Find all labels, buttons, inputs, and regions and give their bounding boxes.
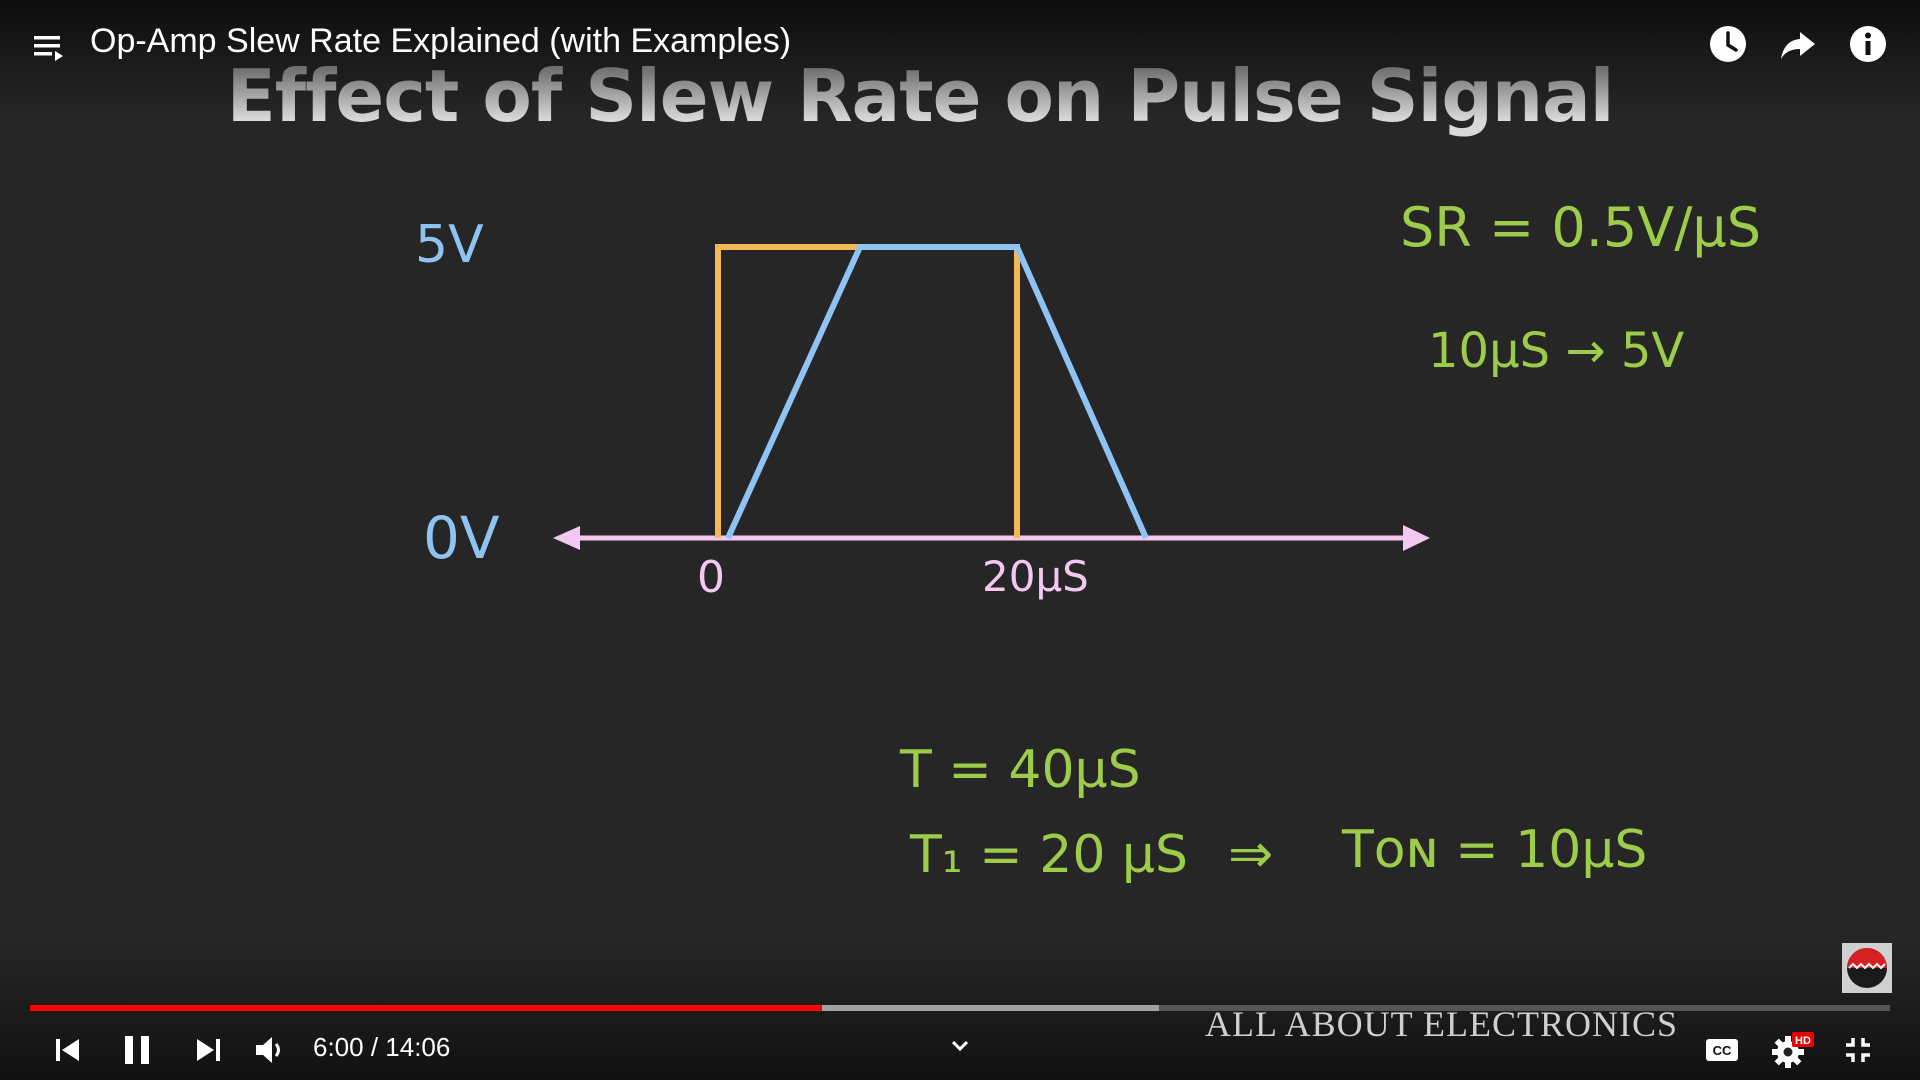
player-controls: 6:00 / 14:06 CC (0, 1020, 1920, 1080)
progress-bar[interactable] (30, 1005, 1890, 1011)
next-button[interactable] (188, 1026, 228, 1074)
label-zero: 0 (697, 552, 725, 603)
label-20us: 20μS (982, 552, 1089, 601)
svg-text:CC: CC (1713, 1043, 1732, 1058)
info-button[interactable] (1846, 22, 1890, 66)
playlist-icon[interactable] (30, 28, 70, 68)
hd-badge: HD (1795, 1035, 1811, 1047)
period-note: T = 40μS (900, 740, 1141, 800)
clock-icon (1710, 26, 1746, 62)
channel-logo-icon (1847, 948, 1887, 988)
share-button[interactable] (1776, 22, 1820, 66)
label-0v: 0V (423, 504, 500, 572)
exit-fullscreen-button[interactable] (1838, 1026, 1878, 1074)
duration: 14:06 (385, 1032, 451, 1062)
time-separator: / (363, 1032, 386, 1062)
player-top-bar: Op-Amp Slew Rate Explained (with Example… (0, 0, 1920, 90)
t-on-note: Tᴏɴ = 10μS (1342, 820, 1648, 880)
gear-icon: HD (1772, 1032, 1814, 1068)
axis-arrow-left (553, 526, 580, 550)
pause-icon (125, 1036, 149, 1064)
input-pulse (715, 244, 1020, 538)
previous-button[interactable] (48, 1026, 88, 1074)
slew-rate-note: SR = 0.5V/μS (1400, 196, 1762, 259)
settings-button[interactable]: HD (1770, 1026, 1816, 1074)
current-time: 6:00 (313, 1032, 364, 1062)
top-shade (0, 0, 1920, 120)
video-title[interactable]: Op-Amp Slew Rate Explained (with Example… (90, 22, 792, 60)
axis-arrow-right (1403, 525, 1430, 551)
skip-previous-icon (56, 1039, 79, 1061)
ten-us-note: 10μS → 5V (1428, 323, 1685, 379)
time-display: 6:00 / 14:06 (313, 1032, 450, 1063)
output-waveform (725, 244, 1149, 540)
exit-fullscreen-icon (1846, 1038, 1870, 1062)
channel-logo[interactable] (1842, 943, 1892, 993)
cc-icon: CC (1706, 1039, 1738, 1061)
watch-later-button[interactable] (1706, 22, 1750, 66)
skip-next-icon (197, 1039, 220, 1061)
chevron-down-icon (951, 1040, 969, 1052)
captions-button[interactable]: CC (1702, 1026, 1742, 1074)
volume-button[interactable] (250, 1026, 290, 1074)
chapters-toggle[interactable] (945, 1022, 975, 1070)
channel-watermark: ALL ABOUT ELECTRONICS (1205, 1004, 1679, 1044)
pause-button[interactable] (115, 1026, 159, 1074)
volume-icon (256, 1037, 280, 1063)
played-bar (30, 1005, 823, 1011)
share-icon (1781, 32, 1815, 59)
info-icon (1850, 26, 1886, 62)
implies-arrow: ⇒ (1228, 822, 1274, 885)
half-period-note: T₁ = 20 μS (910, 825, 1189, 885)
label-5v: 5V (415, 215, 484, 275)
